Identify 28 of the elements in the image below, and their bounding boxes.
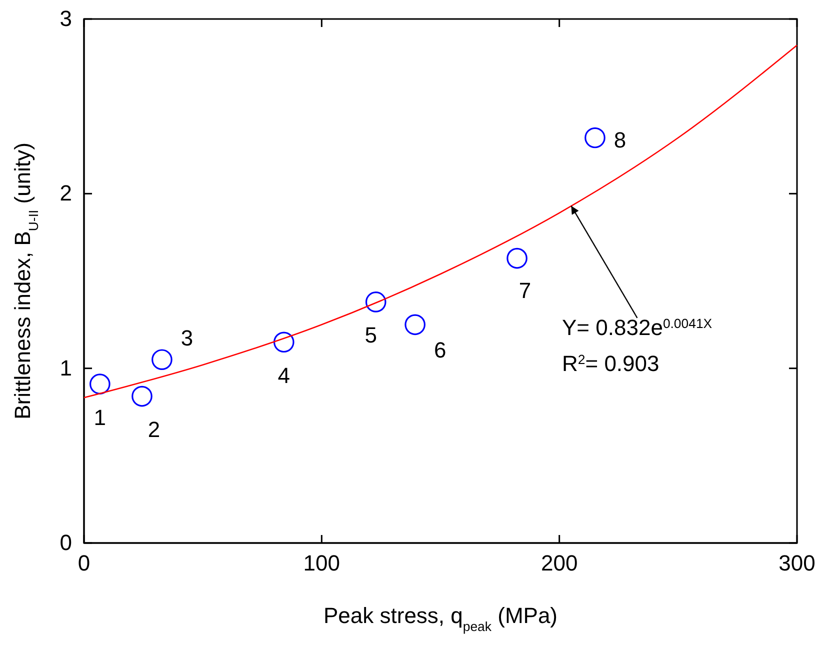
point	[584, 127, 606, 148]
x-tick-label: 100	[303, 550, 340, 576]
annotation: 5	[364, 322, 377, 348]
annotation: 4	[278, 362, 290, 388]
x-tick-label: 200	[540, 550, 578, 576]
y-tick-label: 0	[60, 530, 72, 556]
annotation: 7	[518, 278, 532, 303]
point	[90, 374, 110, 394]
point	[506, 248, 528, 269]
point	[273, 332, 294, 353]
annotation: 2	[148, 416, 160, 442]
x-tick-label: 0	[78, 550, 90, 576]
annotation: 3	[180, 325, 194, 350]
annotation: 6	[434, 337, 446, 362]
point	[132, 386, 152, 407]
y-tick-label: 3	[60, 6, 72, 32]
annotation: 1	[94, 404, 106, 430]
x-tick-label: 300	[778, 550, 816, 576]
line-series	[83, 44, 798, 398]
annotation: R$^{2}$= 0.903	[562, 351, 660, 376]
y-tick-label: 2	[60, 180, 72, 206]
point	[404, 314, 426, 336]
point	[365, 292, 386, 312]
x-axis-title: Peak stress, q$_{peak}$ (MPa)	[324, 603, 558, 634]
annotation: Y= 0.832e$^{0.0041X}$	[562, 315, 712, 340]
annotation: 8	[614, 127, 626, 152]
y-tick-label: 1	[60, 355, 72, 380]
point	[152, 349, 172, 370]
